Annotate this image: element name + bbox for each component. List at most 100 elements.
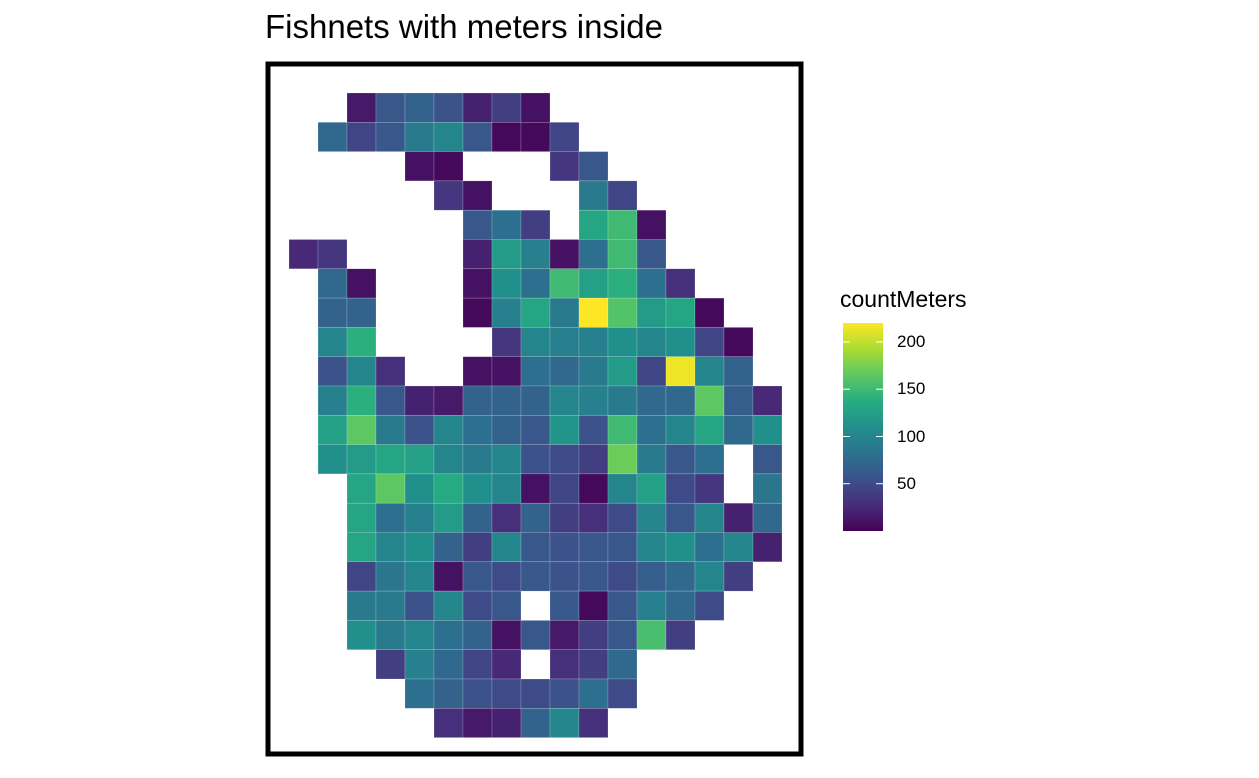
fishnet-cell	[375, 122, 406, 152]
fishnet-cell	[491, 620, 522, 650]
fishnet-cell	[375, 356, 406, 387]
fishnet-cell	[433, 590, 464, 621]
fishnet-cell	[433, 444, 464, 475]
fishnet-cell	[491, 385, 522, 416]
fishnet-cell	[723, 385, 754, 416]
fishnet-cell	[433, 561, 464, 592]
fishnet-cell	[520, 239, 551, 270]
fishnet-cell	[317, 239, 348, 270]
fishnet-cell	[694, 444, 725, 475]
fishnet-cell	[665, 473, 696, 504]
fishnet-cell	[578, 180, 609, 211]
fishnet-cell	[578, 502, 609, 533]
fishnet-cell	[375, 385, 406, 416]
fishnet-cell	[636, 620, 667, 650]
fishnet-cell	[433, 151, 464, 182]
fishnet-cell	[404, 590, 435, 621]
fishnet-cell	[375, 92, 406, 123]
fishnet-cell	[636, 502, 667, 533]
fishnet-cell	[549, 561, 580, 592]
fishnet-cell	[346, 122, 377, 152]
fishnet-cell	[549, 620, 580, 650]
fishnet-cell	[317, 122, 348, 152]
fishnet-cell	[549, 356, 580, 387]
fishnet-cell	[578, 444, 609, 475]
fishnet-cell	[462, 649, 493, 680]
fishnet-cell	[404, 532, 435, 563]
fishnet-cell	[665, 385, 696, 416]
fishnet-cell	[694, 297, 725, 328]
fishnet-cell	[578, 268, 609, 299]
fishnet-cell	[607, 532, 638, 563]
fishnet-cell	[491, 444, 522, 475]
fishnet-cell	[491, 327, 522, 357]
fishnet-cell	[462, 561, 493, 592]
fishnet-cell	[752, 444, 783, 475]
fishnet-cell	[665, 297, 696, 328]
legend-tick-label: 200	[897, 331, 926, 351]
fishnet-cell	[752, 502, 783, 533]
fishnet-cell	[404, 92, 435, 123]
fishnet-cell	[520, 532, 551, 563]
fishnet-cell	[462, 620, 493, 650]
fishnet-cell	[346, 297, 377, 328]
fishnet-cell	[433, 473, 464, 504]
fishnet-cell	[462, 268, 493, 299]
fishnet-cell	[346, 590, 377, 621]
fishnet-cell	[520, 473, 551, 504]
fishnet-cell	[404, 385, 435, 416]
fishnet-cell	[665, 356, 696, 387]
fishnet-cell	[723, 502, 754, 533]
fishnet-cell	[404, 502, 435, 533]
fishnet-cell	[462, 678, 493, 709]
fishnet-cell	[607, 561, 638, 592]
legend-title: countMeters	[840, 286, 967, 312]
fishnet-cell	[317, 297, 348, 328]
fishnet-cell	[752, 532, 783, 563]
fishnet-cell	[520, 678, 551, 709]
fishnet-cell	[462, 532, 493, 563]
fishnet-cell	[636, 356, 667, 387]
fishnet-cell	[636, 561, 667, 592]
fishnet-cell	[694, 590, 725, 621]
fishnet-cell	[578, 708, 609, 738]
fishnet-cell	[375, 561, 406, 592]
fishnet-cell	[665, 444, 696, 475]
fishnet-cell	[520, 561, 551, 592]
fishnet-cell	[462, 356, 493, 387]
fishnet-cell	[694, 532, 725, 563]
fishnet-cell	[346, 356, 377, 387]
fishnet-cell	[549, 415, 580, 445]
fishnet-cell	[404, 444, 435, 475]
fishnet-cell	[520, 92, 551, 123]
fishnet-cell	[578, 649, 609, 680]
fishnet-cell	[491, 708, 522, 738]
fishnet-cell	[491, 415, 522, 445]
fishnet-cell	[549, 444, 580, 475]
fishnet-cell	[317, 385, 348, 416]
fishnet-cell	[607, 180, 638, 211]
fishnet-cell	[462, 239, 493, 270]
fishnet-cell	[578, 151, 609, 182]
fishnet-cell	[723, 532, 754, 563]
fishnet-cell	[549, 708, 580, 738]
fishnet-cell	[578, 385, 609, 416]
fishnet-cell	[607, 620, 638, 650]
fishnet-cell	[491, 649, 522, 680]
fishnet-cell	[520, 620, 551, 650]
fishnet-cell	[317, 327, 348, 357]
fishnet-cell	[346, 327, 377, 357]
fishnet-cell	[578, 297, 609, 328]
fishnet-cell	[404, 678, 435, 709]
fishnet-cell	[723, 327, 754, 357]
fishnet-cell	[607, 268, 638, 299]
fishnet-cell	[607, 678, 638, 709]
fishnet-cell	[549, 327, 580, 357]
fishnet-cell	[607, 502, 638, 533]
fishnet-cell	[549, 649, 580, 680]
fishnet-cell	[433, 649, 464, 680]
fishnet-cell	[578, 620, 609, 650]
legend-ticks	[843, 341, 883, 485]
fishnet-cell	[636, 268, 667, 299]
fishnet-cell	[665, 620, 696, 650]
